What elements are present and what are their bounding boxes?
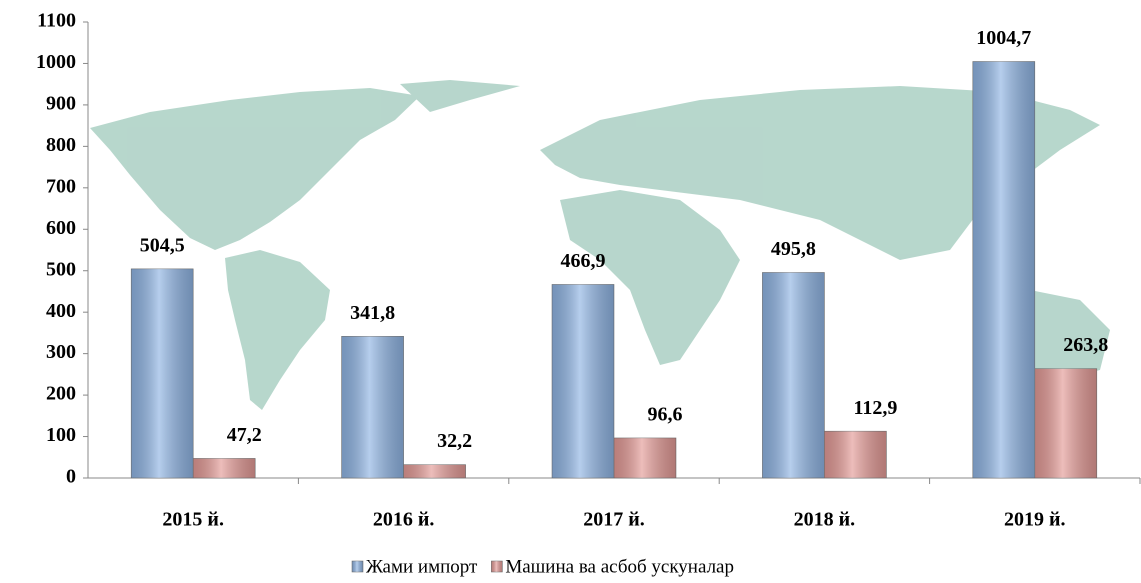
x-tick-label: 2015 й. xyxy=(162,509,224,531)
value-label: 112,9 xyxy=(853,397,897,419)
world-map xyxy=(90,80,1110,410)
x-tick-label: 2017 й. xyxy=(583,509,645,531)
value-label: 263,8 xyxy=(1063,334,1108,356)
legend-swatch-shine xyxy=(491,561,503,572)
y-tick-label: 0 xyxy=(66,466,76,488)
bar xyxy=(551,284,615,479)
bar xyxy=(972,61,1036,479)
legend-swatch-shine xyxy=(352,561,363,572)
legend-label: Жами импорт xyxy=(366,556,478,577)
y-tick-label: 900 xyxy=(46,93,76,115)
value-label: 1004,7 xyxy=(976,27,1031,49)
bar xyxy=(762,272,825,479)
value-label: 341,8 xyxy=(350,302,395,324)
y-tick-label: 1100 xyxy=(37,10,76,32)
bar xyxy=(824,430,887,479)
y-tick-label: 800 xyxy=(46,134,76,156)
x-tick-label: 2019 й. xyxy=(1004,509,1066,531)
x-tick-label: 2016 й. xyxy=(373,509,435,531)
value-label: 96,6 xyxy=(648,404,683,426)
y-tick-label: 400 xyxy=(46,300,76,322)
y-tick-label: 700 xyxy=(46,175,76,197)
value-label: 504,5 xyxy=(140,234,185,256)
bar xyxy=(403,464,466,479)
bar xyxy=(130,268,194,479)
value-label: 495,8 xyxy=(771,238,816,260)
value-label: 466,9 xyxy=(561,250,606,272)
y-tick-label: 1000 xyxy=(36,51,76,73)
x-tick-label: 2018 й. xyxy=(794,509,856,531)
legend-label: Машина ва асбоб ускуналар xyxy=(505,556,734,577)
value-label: 47,2 xyxy=(227,424,262,446)
legend: Жами импорт Машина ва асбоб ускуналар xyxy=(351,556,734,577)
bar xyxy=(1034,368,1098,479)
value-label: 32,2 xyxy=(437,430,472,452)
bar xyxy=(613,437,677,479)
y-tick-label: 600 xyxy=(46,217,76,239)
y-tick-label: 300 xyxy=(46,341,76,363)
y-tick-label: 200 xyxy=(46,383,76,405)
y-tick-label: 500 xyxy=(46,258,76,280)
bar xyxy=(192,458,256,479)
bar xyxy=(341,336,404,479)
y-tick-label: 100 xyxy=(46,424,76,446)
